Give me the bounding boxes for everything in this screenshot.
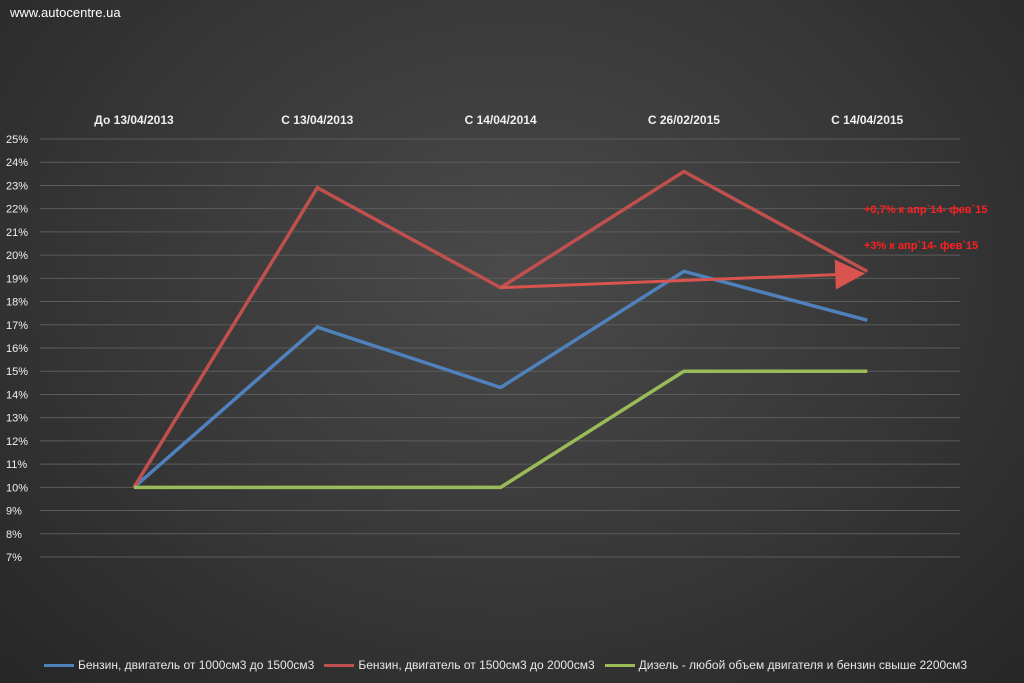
data-point	[500, 486, 502, 488]
legend-item: Бензин, двигатель от 1500см3 до 2000см3	[324, 658, 595, 672]
y-tick-label: 21%	[6, 227, 28, 239]
legend-swatch	[604, 663, 635, 667]
y-tick-label: 7%	[6, 552, 22, 564]
y-tick-label: 15%	[6, 366, 28, 378]
data-point	[683, 270, 685, 272]
legend-label: Бензин, двигатель от 1500см3 до 2000см3	[358, 658, 595, 672]
y-tick-label: 12%	[6, 436, 28, 448]
watermark: www.autocentre.ua	[10, 5, 121, 20]
legend-item: Бензин, двигатель от 1000см3 до 1500см3	[44, 658, 314, 672]
y-tick-label: 8%	[6, 529, 22, 541]
data-point	[866, 270, 868, 272]
legend-label: Бензин, двигатель от 1000см3 до 1500см3	[78, 658, 315, 672]
legend-label: Дизель - любой объем двигателя и бензин …	[638, 658, 968, 672]
y-tick-label: 22%	[6, 204, 28, 216]
y-tick-label: 25%	[6, 134, 28, 146]
y-tick-label: 11%	[6, 459, 27, 471]
legend-swatch	[44, 663, 74, 667]
y-tick-label: 24%	[6, 157, 28, 169]
x-category-label: С 14/04/2014	[465, 113, 537, 127]
x-category-label: С 13/04/2013	[281, 113, 353, 127]
y-tick-label: 18%	[6, 297, 28, 309]
legend-item: Дизель - любой объем двигателя и бензин …	[604, 658, 968, 672]
y-tick-label: 14%	[6, 389, 28, 401]
trend-arrow	[500, 259, 866, 290]
x-category-label: До 13/04/2013	[94, 113, 174, 127]
data-point	[316, 326, 318, 328]
y-tick-label: 16%	[6, 343, 28, 355]
y-tick-label: 13%	[6, 413, 28, 425]
data-point	[866, 370, 868, 372]
x-category-label: С 14/04/2015	[831, 113, 903, 127]
legend-swatch	[324, 663, 355, 667]
x-category-label: С 26/02/2015	[648, 113, 720, 127]
data-point	[316, 486, 318, 488]
y-tick-label: 17%	[6, 320, 28, 332]
annotation-label: +0,7% к апр`14- фев`15	[864, 204, 987, 216]
y-tick-label: 10%	[6, 482, 28, 494]
legend: Бензин, двигатель от 1000см3 до 1500см3 Б…	[44, 658, 967, 672]
data-point	[500, 386, 502, 388]
data-point	[133, 486, 135, 488]
y-tick-label: 9%	[6, 506, 22, 518]
series-line-2	[132, 169, 869, 489]
annotation-label: +3% к апр`14- фев`15	[864, 240, 978, 252]
y-tick-label: 23%	[6, 180, 28, 192]
y-tick-label: 20%	[6, 250, 28, 262]
y-tick-label: 19%	[6, 273, 28, 285]
data-point	[866, 319, 868, 321]
data-point	[683, 370, 685, 372]
series-line-1	[132, 269, 868, 489]
data-point	[316, 187, 318, 189]
data-point	[683, 171, 685, 173]
